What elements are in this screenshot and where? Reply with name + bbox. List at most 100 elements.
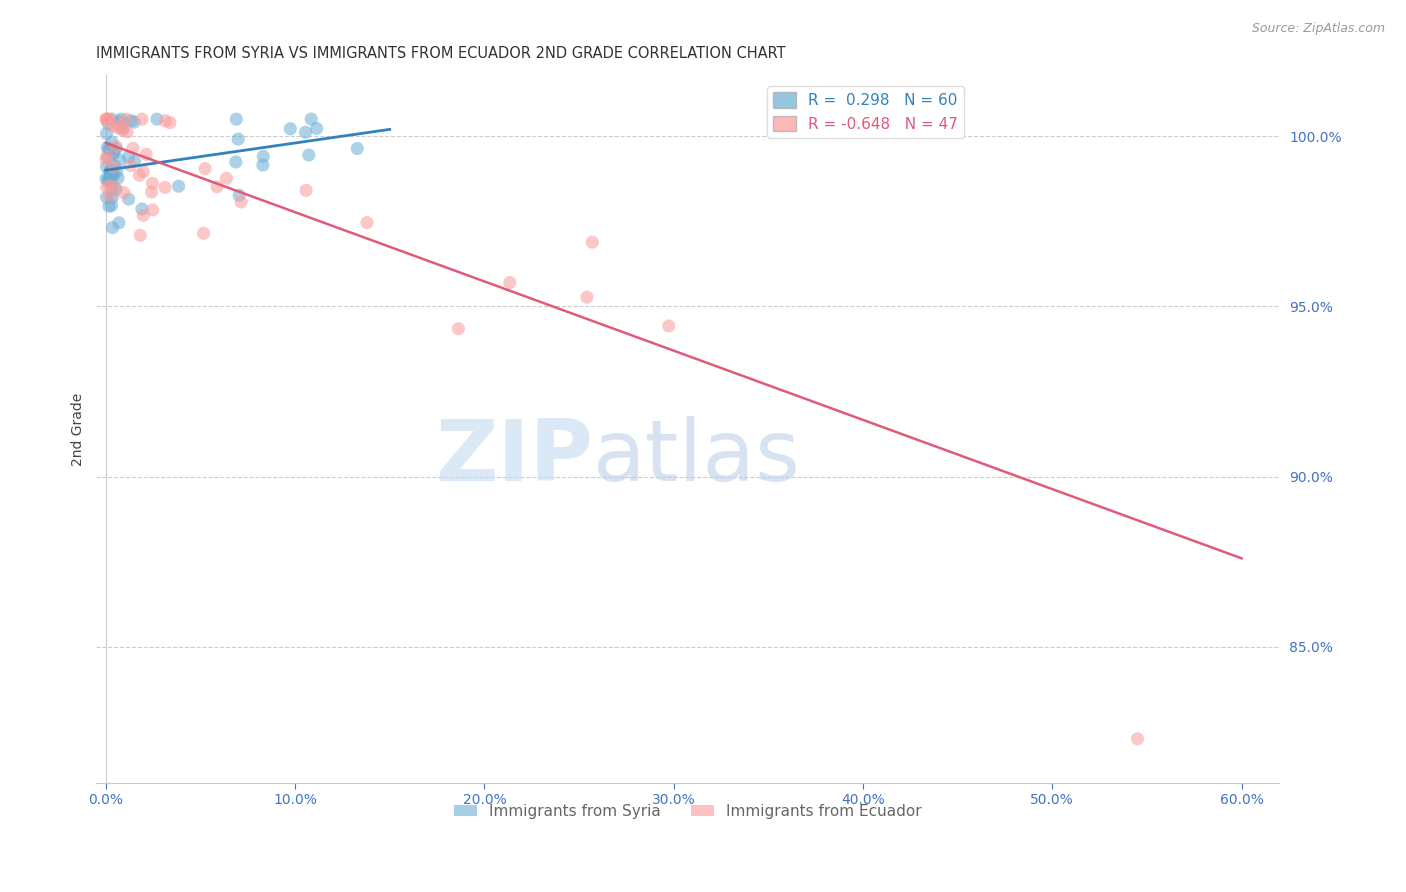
Point [107, 120, 129, 135]
Point [101, 168, 124, 182]
Point [131, 202, 153, 216]
Point [97, 142, 120, 156]
Text: ZIP: ZIP [436, 416, 593, 499]
Point [96, 112, 118, 127]
Point [98, 142, 121, 156]
Point [101, 220, 124, 235]
Point [135, 147, 157, 161]
Point [658, 318, 681, 333]
Point [205, 179, 228, 194]
Point [305, 121, 328, 136]
Point [108, 118, 131, 132]
Point [101, 180, 124, 194]
Point [105, 165, 128, 179]
Point [252, 158, 274, 172]
Point [94, 153, 117, 167]
Point [96, 127, 118, 141]
Point [131, 112, 153, 127]
Point [100, 198, 122, 212]
Point [103, 159, 125, 173]
Point [229, 194, 252, 209]
Point [142, 202, 165, 217]
Point [100, 166, 122, 180]
Point [128, 168, 150, 182]
Point [132, 164, 155, 178]
Point [153, 113, 176, 128]
Point [226, 132, 249, 146]
Text: atlas: atlas [593, 416, 801, 499]
Point [101, 135, 124, 149]
Point [298, 148, 321, 162]
Point [120, 113, 142, 128]
Point [98, 174, 121, 188]
Point [153, 180, 176, 194]
Point [96, 140, 118, 154]
Point [98, 169, 121, 183]
Point [124, 154, 146, 169]
Point [105, 139, 128, 153]
Point [447, 321, 470, 335]
Point [167, 179, 190, 194]
Point [194, 161, 217, 176]
Point [96, 149, 118, 163]
Point [98, 164, 121, 178]
Point [101, 165, 124, 179]
Point [146, 112, 169, 127]
Point [278, 121, 301, 136]
Point [122, 115, 145, 129]
Point [97, 150, 120, 164]
Point [225, 155, 247, 169]
Point [103, 169, 125, 183]
Point [252, 149, 274, 163]
Point [101, 120, 124, 134]
Point [108, 153, 131, 168]
Point [103, 145, 125, 160]
Point [129, 228, 152, 243]
Point [112, 186, 135, 200]
Point [576, 290, 599, 304]
Point [96, 112, 118, 127]
Point [356, 216, 378, 230]
Point [115, 112, 138, 127]
Point [105, 142, 128, 156]
Point [117, 150, 139, 164]
Point [97, 174, 120, 188]
Point [115, 125, 138, 139]
Point [98, 165, 121, 179]
Point [141, 177, 163, 191]
Point [108, 114, 131, 128]
Point [107, 170, 129, 185]
Point [110, 112, 132, 127]
Point [108, 216, 131, 230]
Point [94, 171, 117, 186]
Point [299, 112, 322, 127]
Point [499, 276, 522, 290]
Point [215, 171, 238, 186]
Point [101, 146, 124, 161]
Point [98, 112, 121, 127]
Point [120, 159, 142, 173]
Point [228, 188, 250, 202]
Point [98, 199, 121, 213]
Point [104, 180, 127, 194]
Point [225, 112, 247, 127]
Point [97, 172, 120, 186]
Point [97, 117, 120, 131]
Point [117, 192, 139, 206]
Point [98, 189, 121, 203]
Point [112, 120, 135, 135]
Point [96, 160, 118, 174]
Point [294, 125, 316, 139]
Point [98, 178, 121, 193]
Point [104, 182, 127, 196]
Point [132, 209, 155, 223]
Point [103, 161, 125, 175]
Text: Source: ZipAtlas.com: Source: ZipAtlas.com [1251, 22, 1385, 36]
Point [346, 141, 368, 155]
Point [100, 162, 122, 177]
Legend: Immigrants from Syria, Immigrants from Ecuador: Immigrants from Syria, Immigrants from E… [447, 797, 928, 825]
Point [94, 112, 117, 127]
Point [122, 141, 145, 155]
Point [581, 235, 603, 249]
Point [159, 115, 181, 129]
